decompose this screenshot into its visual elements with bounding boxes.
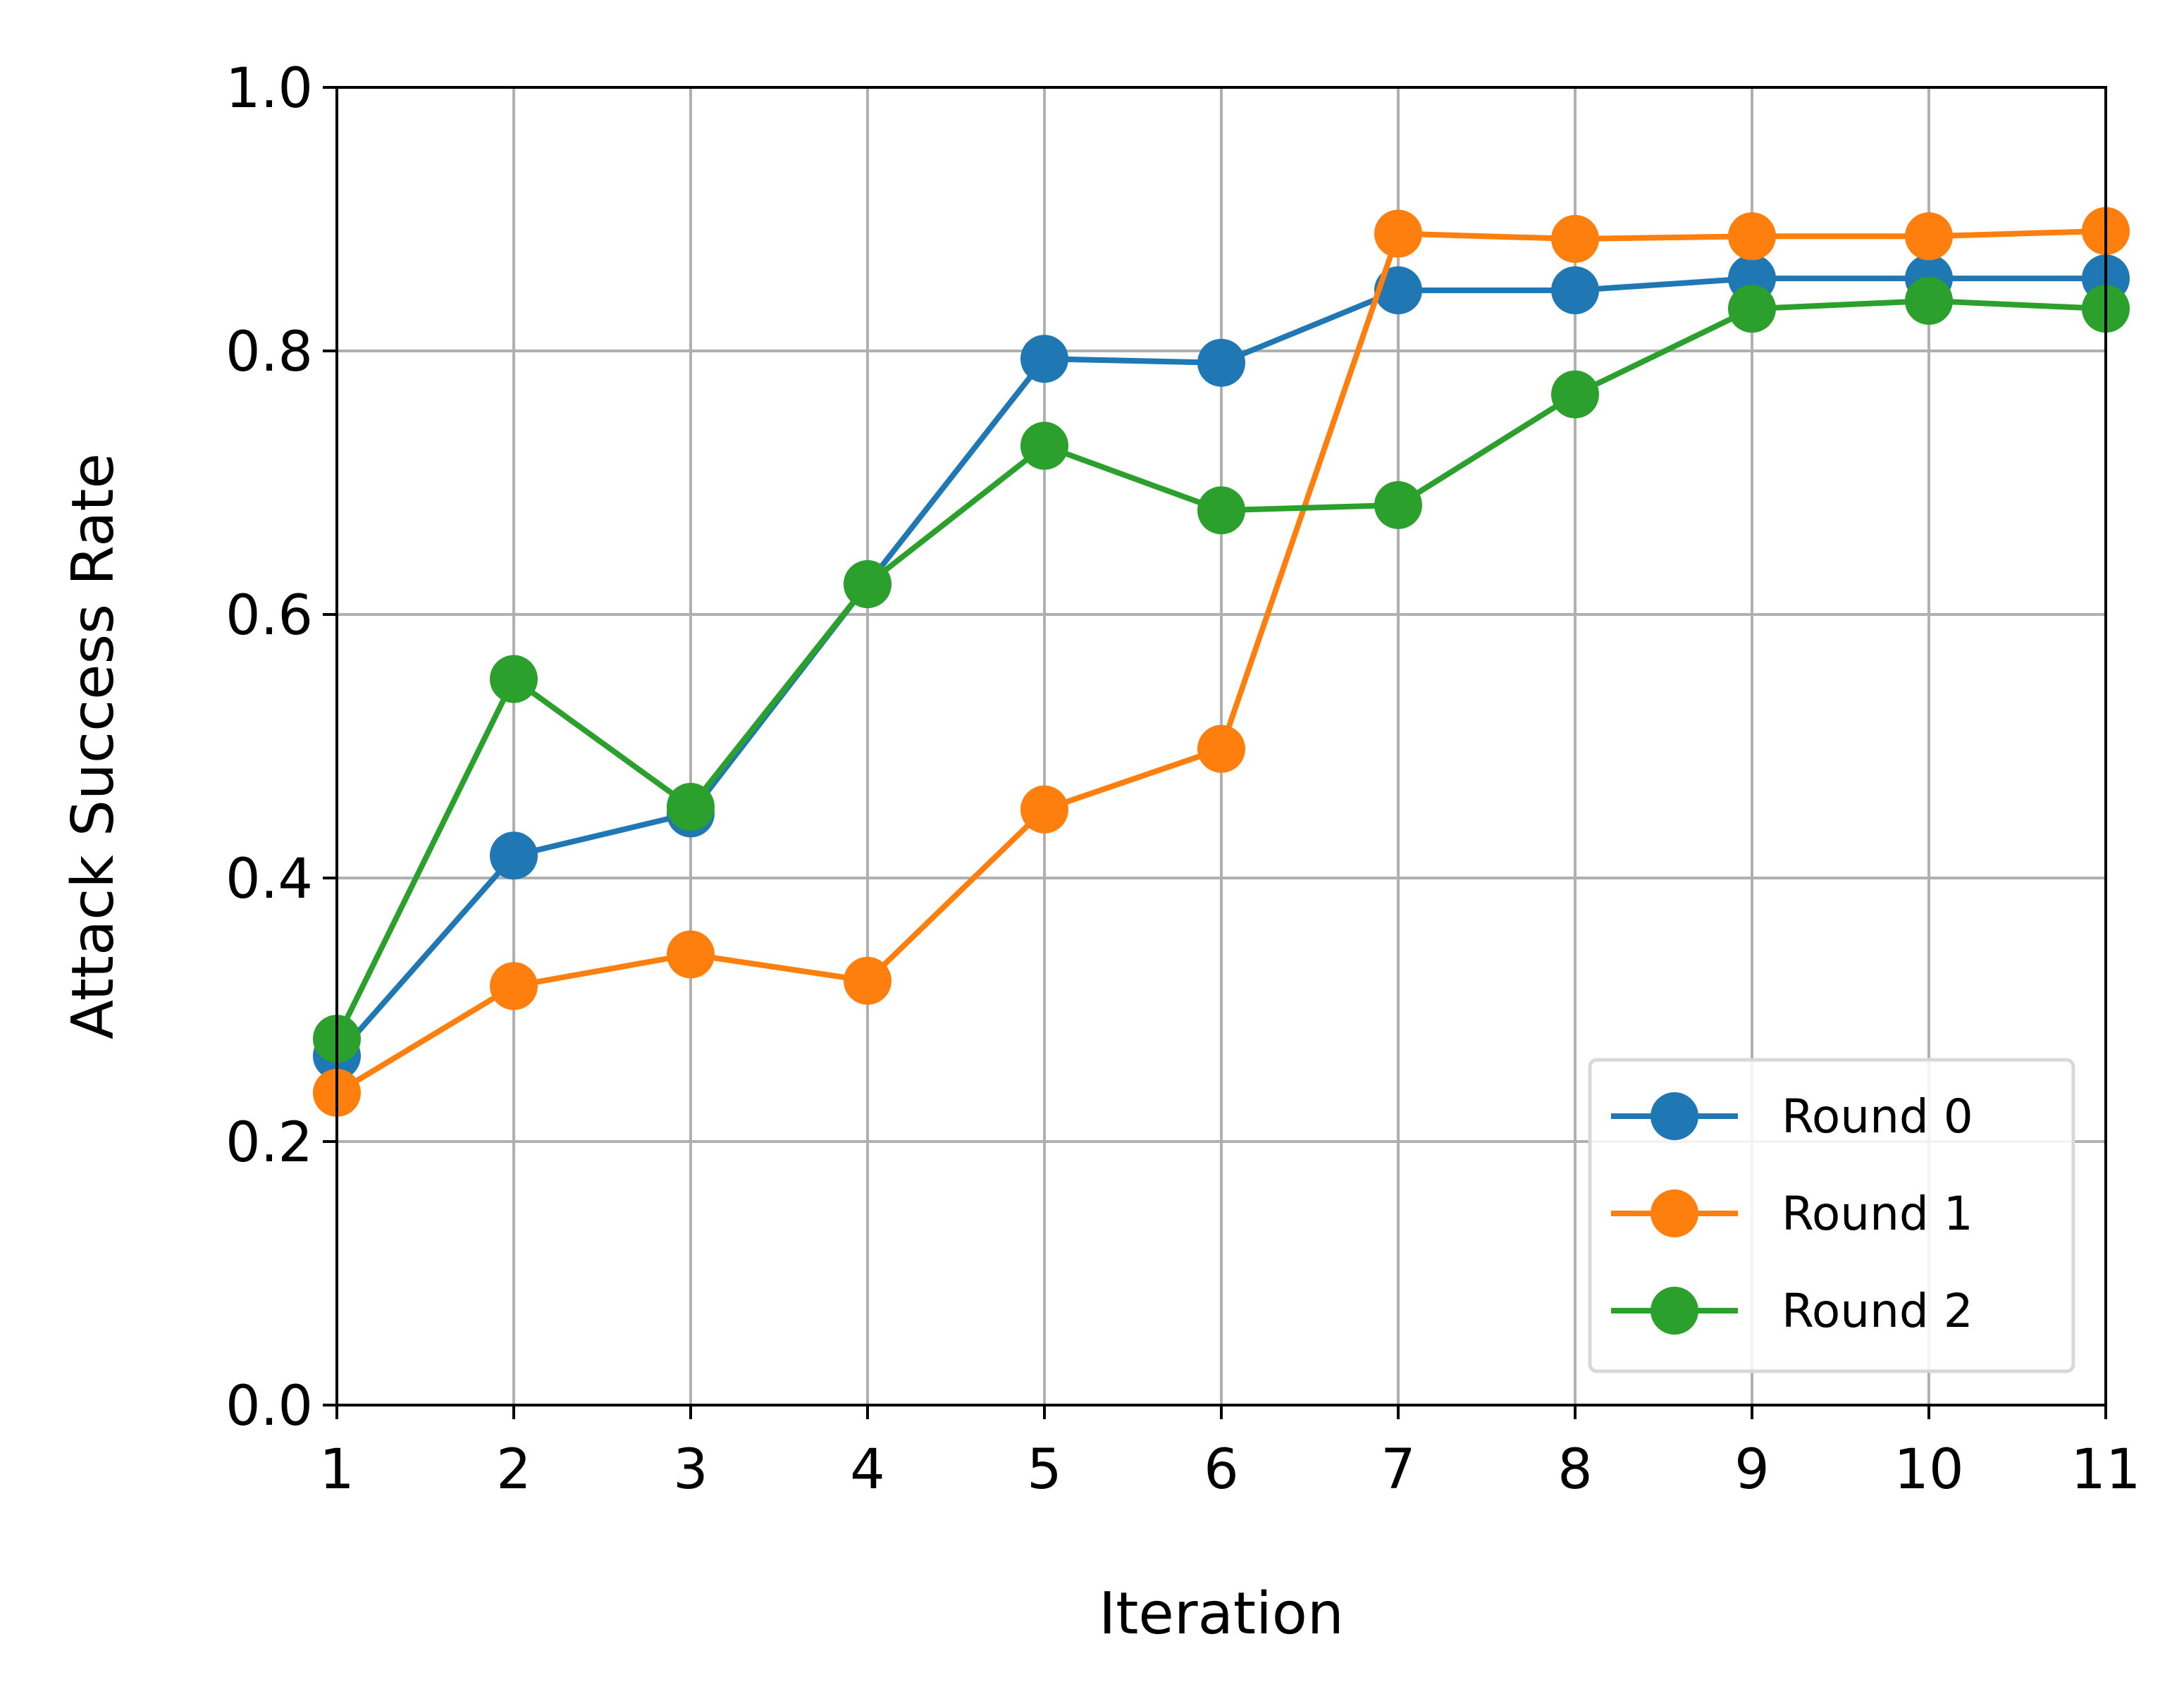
data-point xyxy=(1197,486,1245,535)
y-tick-label: 0.6 xyxy=(226,584,313,648)
data-point xyxy=(667,783,715,831)
legend-marker xyxy=(1651,1189,1698,1237)
data-point xyxy=(1551,266,1599,314)
data-point xyxy=(1551,215,1599,264)
data-point xyxy=(490,831,538,880)
legend-item: Round 2 xyxy=(1611,1284,1973,1338)
x-tick-label: 1 xyxy=(319,1438,354,1502)
data-point xyxy=(1374,209,1422,258)
data-point xyxy=(1020,335,1068,383)
x-tick-label: 10 xyxy=(1894,1438,1963,1502)
series-round-1 xyxy=(313,206,2130,1117)
axis-ticks: 1 2 3 4 5 6 7 8 9 10 11 0.0 0.2 0.4 0.6 0.8 1.0 xyxy=(226,57,2141,1502)
x-tick-label: 5 xyxy=(1027,1438,1062,1502)
data-point xyxy=(667,930,715,979)
legend-label: Round 1 xyxy=(1782,1187,1973,1241)
x-tick-label: 6 xyxy=(1204,1438,1239,1502)
data-point xyxy=(1374,481,1422,529)
legend-marker xyxy=(1651,1287,1698,1335)
legend: Round 0 Round 1 Round 2 xyxy=(1588,1058,2075,1373)
data-point xyxy=(844,559,892,608)
x-tick-label: 8 xyxy=(1557,1438,1593,1502)
legend-label: Round 0 xyxy=(1782,1089,1973,1144)
data-point xyxy=(1728,285,1776,333)
x-tick-label: 9 xyxy=(1734,1438,1770,1502)
x-tick-label: 3 xyxy=(673,1438,708,1502)
x-axis-title: Iteration xyxy=(1099,1581,1344,1647)
data-point xyxy=(844,956,892,1005)
legend-item: Round 1 xyxy=(1611,1187,1973,1241)
y-tick-label: 0.2 xyxy=(226,1111,313,1175)
x-tick-label: 7 xyxy=(1381,1438,1416,1502)
data-point xyxy=(490,655,538,703)
data-point xyxy=(1197,338,1245,387)
legend-item: Round 0 xyxy=(1611,1089,1973,1144)
y-tick-label: 1.0 xyxy=(226,57,313,120)
y-tick-label: 0.0 xyxy=(226,1375,313,1438)
data-point xyxy=(1905,276,1953,325)
x-tick-label: 11 xyxy=(2071,1438,2140,1502)
data-point xyxy=(1020,785,1068,834)
data-point xyxy=(1374,266,1422,314)
x-tick-label: 4 xyxy=(850,1438,885,1502)
data-point xyxy=(1728,212,1776,261)
data-point xyxy=(1197,724,1245,773)
data-point xyxy=(1551,370,1599,419)
legend-label: Round 2 xyxy=(1782,1284,1973,1338)
legend-marker xyxy=(1651,1092,1698,1140)
y-tick-label: 0.8 xyxy=(226,321,313,384)
series-round-2 xyxy=(313,276,2130,1063)
data-point xyxy=(1020,421,1068,470)
legend-box xyxy=(1588,1058,2075,1373)
data-point xyxy=(1905,212,1953,261)
y-axis-title: Attack Success Rate xyxy=(60,453,127,1039)
x-tick-label: 2 xyxy=(496,1438,531,1502)
y-tick-label: 0.4 xyxy=(226,848,313,911)
data-point xyxy=(490,962,538,1010)
